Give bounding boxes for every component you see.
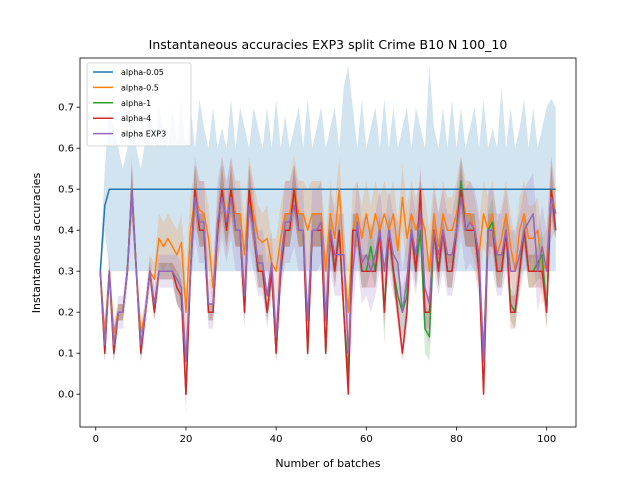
x-tick-label: 0 <box>93 434 99 445</box>
chart-title: Instantaneous accuracies EXP3 split Crim… <box>149 37 508 52</box>
legend-label-1: alpha-0.5 <box>121 83 159 92</box>
series-band-1 <box>100 156 556 354</box>
y-tick-label: 0.7 <box>58 103 74 114</box>
axes-frame <box>79 57 577 428</box>
y-axis-label: Instantaneous accuracies <box>30 173 43 314</box>
axes: 0 20 40 60 80 100 0.0 0.1 0.2 0.3 0.4 0.5 0.6 0.7 <box>58 57 577 445</box>
legend: alpha-0.05 alpha-0.5 alpha-1 alpha-4 alpha E… <box>86 62 192 147</box>
legend-label-3: alpha-4 <box>121 114 151 123</box>
series-line-4 <box>99 188 557 363</box>
legend-label-0: alpha-0.05 <box>121 68 164 77</box>
legend-label-2: alpha-1 <box>121 99 151 108</box>
x-tick-label: 100 <box>537 434 556 445</box>
y-tick-label: 0.5 <box>58 185 74 196</box>
x-axis-label: Number of batches <box>275 457 381 470</box>
legend-label-4: alpha EXP3 <box>121 130 166 139</box>
y-tick-label: 0.2 <box>58 308 74 319</box>
y-tick-label: 0.4 <box>58 226 74 237</box>
y-tick-label: 0.3 <box>58 267 74 278</box>
x-tick-label: 60 <box>360 434 373 445</box>
plot-area <box>99 66 557 415</box>
y-tick-label: 0.1 <box>58 349 74 360</box>
plot-series <box>99 66 557 415</box>
y-tick-label: 0.6 <box>58 144 74 155</box>
x-tick-label: 40 <box>270 434 283 445</box>
legend-box <box>86 62 192 147</box>
series-line-1 <box>99 188 557 334</box>
x-tick-label: 80 <box>450 434 463 445</box>
x-tick-label: 20 <box>180 434 193 445</box>
y-tick-label: 0.0 <box>58 390 74 401</box>
series-line-0 <box>99 188 556 272</box>
series-line-3 <box>99 188 557 395</box>
